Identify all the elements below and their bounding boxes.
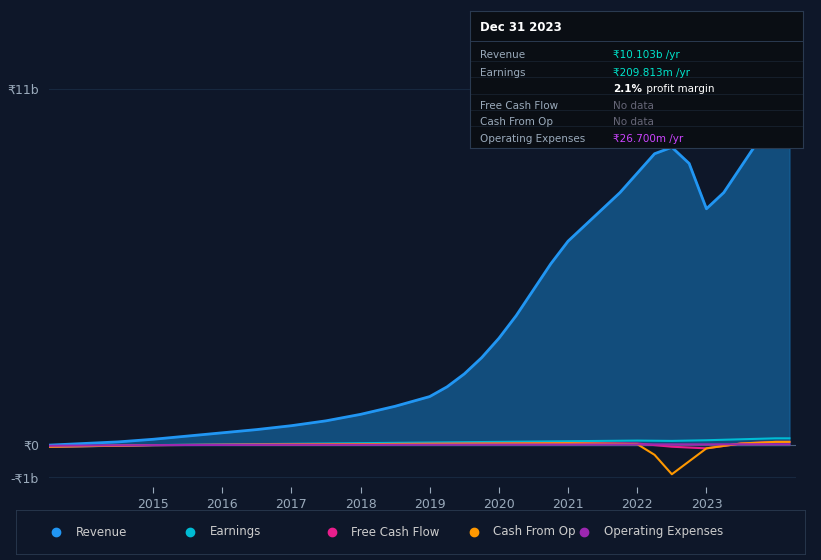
Text: ₹10.103b /yr: ₹10.103b /yr: [613, 50, 680, 60]
Text: Operating Expenses: Operating Expenses: [480, 134, 585, 144]
Text: Cash From Op: Cash From Op: [493, 525, 576, 539]
Text: Dec 31 2023: Dec 31 2023: [480, 21, 562, 34]
Text: 2.1%: 2.1%: [613, 85, 642, 95]
Text: Earnings: Earnings: [209, 525, 261, 539]
Text: No data: No data: [613, 118, 654, 127]
Text: Operating Expenses: Operating Expenses: [603, 525, 722, 539]
Text: ₹26.700m /yr: ₹26.700m /yr: [613, 134, 684, 144]
Text: Revenue: Revenue: [480, 50, 525, 60]
Text: Earnings: Earnings: [480, 68, 526, 78]
Text: Cash From Op: Cash From Op: [480, 118, 553, 127]
Text: ₹209.813m /yr: ₹209.813m /yr: [613, 68, 690, 78]
Text: Free Cash Flow: Free Cash Flow: [351, 525, 440, 539]
Text: No data: No data: [613, 101, 654, 111]
Text: Revenue: Revenue: [76, 525, 127, 539]
Text: Free Cash Flow: Free Cash Flow: [480, 101, 558, 111]
Text: profit margin: profit margin: [644, 85, 715, 95]
